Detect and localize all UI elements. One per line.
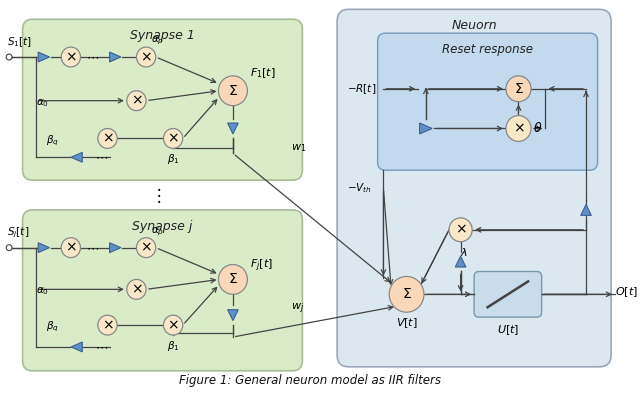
Text: $\Sigma$: $\Sigma$ (228, 84, 238, 98)
Circle shape (6, 54, 12, 60)
Text: $\cdots$: $\cdots$ (86, 241, 100, 254)
Text: $\times$: $\times$ (102, 318, 113, 332)
Text: $-V_{th}$: $-V_{th}$ (347, 181, 371, 195)
Polygon shape (109, 52, 121, 62)
Text: Neuorn: Neuorn (451, 19, 497, 32)
FancyBboxPatch shape (22, 19, 302, 180)
Text: $w_j$: $w_j$ (291, 302, 304, 316)
Circle shape (127, 91, 146, 110)
Text: $\times$: $\times$ (102, 131, 113, 145)
FancyBboxPatch shape (474, 272, 541, 317)
Text: $\beta_q$: $\beta_q$ (46, 320, 60, 334)
Text: $\alpha_0$: $\alpha_0$ (36, 97, 49, 109)
Polygon shape (109, 243, 121, 253)
Text: $\times$: $\times$ (140, 241, 152, 255)
Circle shape (98, 315, 117, 335)
Polygon shape (38, 243, 49, 253)
Text: $U[t]$: $U[t]$ (497, 323, 519, 337)
Circle shape (136, 238, 156, 257)
Text: $\lambda$: $\lambda$ (461, 246, 468, 258)
Text: $V[t]$: $V[t]$ (396, 316, 417, 330)
Text: Synapse 1: Synapse 1 (130, 29, 195, 42)
Circle shape (163, 128, 183, 148)
FancyBboxPatch shape (378, 33, 598, 170)
Circle shape (163, 315, 183, 335)
Text: $\times$: $\times$ (131, 282, 142, 296)
Text: $\times$: $\times$ (513, 122, 524, 135)
Polygon shape (38, 52, 49, 62)
Text: $S_j[t]$: $S_j[t]$ (7, 225, 29, 240)
Circle shape (61, 47, 81, 67)
Text: $\beta_1$: $\beta_1$ (167, 152, 179, 166)
FancyBboxPatch shape (337, 10, 611, 367)
Text: $\alpha_p$: $\alpha_p$ (151, 35, 164, 47)
Circle shape (136, 47, 156, 67)
Polygon shape (228, 310, 238, 321)
Text: $\Sigma$: $\Sigma$ (402, 287, 412, 301)
Polygon shape (455, 256, 466, 267)
Text: $w_1$: $w_1$ (291, 143, 306, 154)
Polygon shape (71, 342, 83, 352)
Text: $\times$: $\times$ (65, 241, 77, 255)
Text: $F_1[t]$: $F_1[t]$ (250, 66, 276, 80)
Text: $\Sigma$: $\Sigma$ (228, 272, 238, 286)
Text: $\times$: $\times$ (140, 50, 152, 64)
Text: $\beta_q$: $\beta_q$ (46, 133, 60, 148)
Text: $-R[t]$: $-R[t]$ (347, 82, 376, 96)
Circle shape (218, 265, 248, 294)
Text: $\times$: $\times$ (65, 50, 77, 64)
Text: Synapse j: Synapse j (132, 220, 193, 233)
Polygon shape (420, 123, 432, 134)
Circle shape (506, 116, 531, 141)
Text: $\alpha_p$: $\alpha_p$ (151, 226, 164, 238)
Text: $\times$: $\times$ (167, 318, 179, 332)
Text: $\beta_1$: $\beta_1$ (167, 339, 179, 353)
Text: $\times$: $\times$ (131, 94, 142, 108)
Text: Reset response: Reset response (442, 43, 533, 56)
Text: $\theta$: $\theta$ (533, 122, 542, 135)
Text: $F_j[t]$: $F_j[t]$ (250, 257, 273, 274)
Circle shape (98, 128, 117, 148)
Circle shape (449, 218, 472, 242)
Text: $\cdots$: $\cdots$ (95, 341, 108, 354)
Text: $\vdots$: $\vdots$ (150, 185, 161, 204)
Text: Figure 1: General neuron model as IIR filters: Figure 1: General neuron model as IIR fi… (179, 374, 441, 386)
Polygon shape (71, 152, 83, 162)
Text: $O[t]$: $O[t]$ (615, 286, 638, 299)
Circle shape (506, 76, 531, 102)
Text: $\times$: $\times$ (167, 131, 179, 145)
Polygon shape (580, 204, 591, 215)
FancyBboxPatch shape (22, 210, 302, 371)
Circle shape (6, 245, 12, 251)
Text: $\alpha_0$: $\alpha_0$ (36, 286, 49, 297)
Text: $\cdots$: $\cdots$ (95, 151, 108, 164)
Circle shape (127, 280, 146, 299)
Text: $\times$: $\times$ (455, 223, 467, 237)
Circle shape (389, 276, 424, 312)
Text: $\Sigma$: $\Sigma$ (513, 82, 524, 96)
Circle shape (218, 76, 248, 106)
Circle shape (61, 238, 81, 257)
Text: $S_1[t]$: $S_1[t]$ (7, 35, 32, 49)
Text: $\cdots$: $\cdots$ (86, 51, 100, 63)
Polygon shape (228, 123, 238, 134)
